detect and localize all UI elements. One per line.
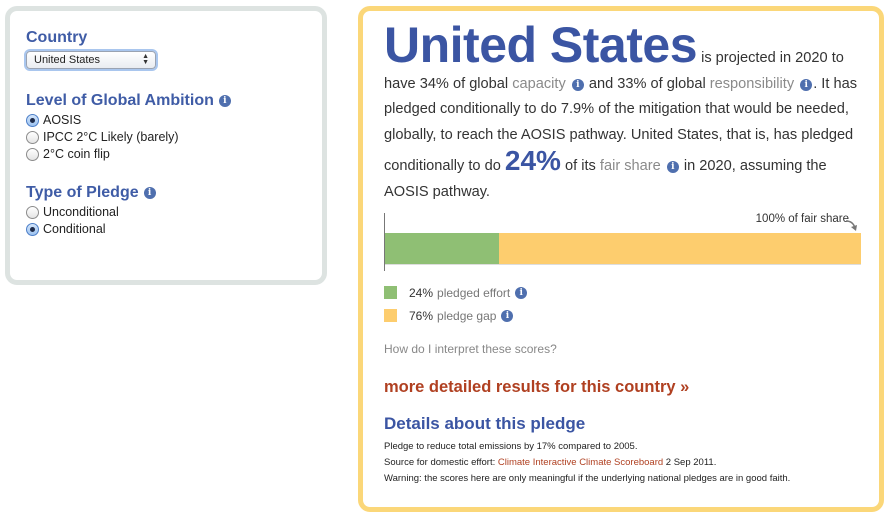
responsibility-link[interactable]: responsibility (709, 75, 795, 92)
bar-segment-gap (499, 233, 861, 264)
legend-label: pledge gap (437, 308, 497, 323)
pledge-description: Pledge to reduce total emissions by 17% … (384, 441, 638, 452)
legend-item-gap: 76% pledge gap i (384, 304, 859, 327)
responsibility-info-icon[interactable]: i (800, 78, 813, 91)
bar-track (385, 233, 861, 265)
select-arrows-icon: ▲ ▼ (142, 53, 149, 66)
pledge-type-option[interactable]: Unconditional (26, 205, 322, 219)
bar-segment-pledged (385, 233, 500, 264)
more-results-link[interactable]: more detailed results for this country » (384, 378, 690, 396)
summary-text: is projected in 2020 to have 34% of glob… (384, 50, 844, 92)
ambition-option[interactable]: 2°C coin flip (26, 147, 322, 161)
summary-text: . It has pledged conditionally to do 7.9… (384, 75, 858, 175)
legend-swatch (384, 286, 397, 299)
country-label: Country (26, 29, 88, 46)
pledge-type-option-label: Unconditional (43, 205, 119, 219)
radio-checked-icon[interactable] (26, 113, 39, 127)
radio-unchecked-icon[interactable] (26, 205, 39, 219)
radio-checked-icon[interactable] (26, 222, 39, 236)
ambition-option-label: AOSIS (43, 113, 82, 127)
ambition-label: Level of Global Ambition (26, 92, 214, 109)
pledge-type-option-label: Conditional (43, 222, 106, 236)
details-body: Pledge to reduce total emissions by 17% … (384, 439, 859, 487)
pledge-type-option[interactable]: Conditional (26, 222, 322, 236)
result-summary: United States is projected in 2020 to ha… (384, 20, 859, 205)
summary-text: in 2020, assuming the AOSIS pathway. (384, 158, 827, 200)
interpret-scores-link[interactable]: How do I interpret these scores? (384, 342, 557, 356)
capacity-link[interactable]: capacity (512, 75, 566, 92)
pledge-type-info-icon[interactable]: i (143, 187, 156, 199)
ambition-group: Level of Global Ambition i AOSIS IPCC 2°… (26, 92, 322, 161)
country-select[interactable]: United States ▲ ▼ (26, 51, 156, 69)
ambition-option[interactable]: AOSIS (26, 113, 322, 127)
country-group: Country United States ▲ ▼ (26, 29, 322, 69)
pledge-type-group: Type of Pledge i Unconditional Condition… (26, 184, 322, 236)
source-line: Source for domestic effort: Climate Inte… (384, 455, 859, 471)
fair-share-percent: 24% (504, 145, 561, 176)
gap-info-icon[interactable]: i (501, 309, 514, 322)
pledge-type-heading: Type of Pledge i (26, 184, 322, 202)
ambition-option-label: IPCC 2°C Likely (barely) (43, 130, 179, 144)
details-title: Details about this pledge (384, 414, 586, 433)
legend-percent: 76% (409, 308, 434, 323)
source-date: 2 Sep 2011. (665, 457, 717, 468)
arrow-down-right-icon (845, 220, 857, 231)
radio-unchecked-icon[interactable] (26, 147, 39, 161)
country-title: United States (384, 17, 698, 73)
bar-axis (384, 213, 385, 271)
country-select-value: United States (34, 54, 101, 66)
results-panel: United States is projected in 2020 to ha… (358, 6, 884, 512)
ambition-option[interactable]: IPCC 2°C Likely (barely) (26, 130, 322, 144)
ambition-option-label: 2°C coin flip (43, 147, 110, 161)
fair-share-bar-chart: 100% of fair share (384, 213, 861, 271)
warning-text: Warning: the scores here are only meanin… (384, 473, 791, 484)
bar-caption: 100% of fair share (755, 213, 849, 225)
radio-unchecked-icon[interactable] (26, 130, 39, 144)
fair-share-info-icon[interactable]: i (666, 161, 679, 173)
legend-label: pledged effort (437, 285, 511, 300)
fair-share-link[interactable]: fair share (599, 158, 661, 174)
filter-panel: Country United States ▲ ▼ Level of Global… (5, 6, 327, 285)
ambition-info-icon[interactable]: i (218, 95, 231, 107)
legend-swatch (384, 309, 397, 322)
source-prefix: Source for domestic effort: (384, 457, 496, 468)
summary-text: of its (565, 158, 596, 174)
pledge-type-label: Type of Pledge (26, 184, 139, 201)
pledged-info-icon[interactable]: i (515, 286, 528, 299)
capacity-info-icon[interactable]: i (571, 78, 584, 91)
legend-item-pledged: 24% pledged effort i (384, 281, 859, 304)
summary-text: and 33% of global (588, 75, 706, 92)
source-link[interactable]: Climate Interactive Climate Scoreboard (497, 457, 664, 468)
bar-legend: 24% pledged effort i 76% pledge gap i (384, 281, 859, 327)
ambition-heading: Level of Global Ambition i (26, 92, 322, 110)
legend-percent: 24% (409, 285, 434, 300)
